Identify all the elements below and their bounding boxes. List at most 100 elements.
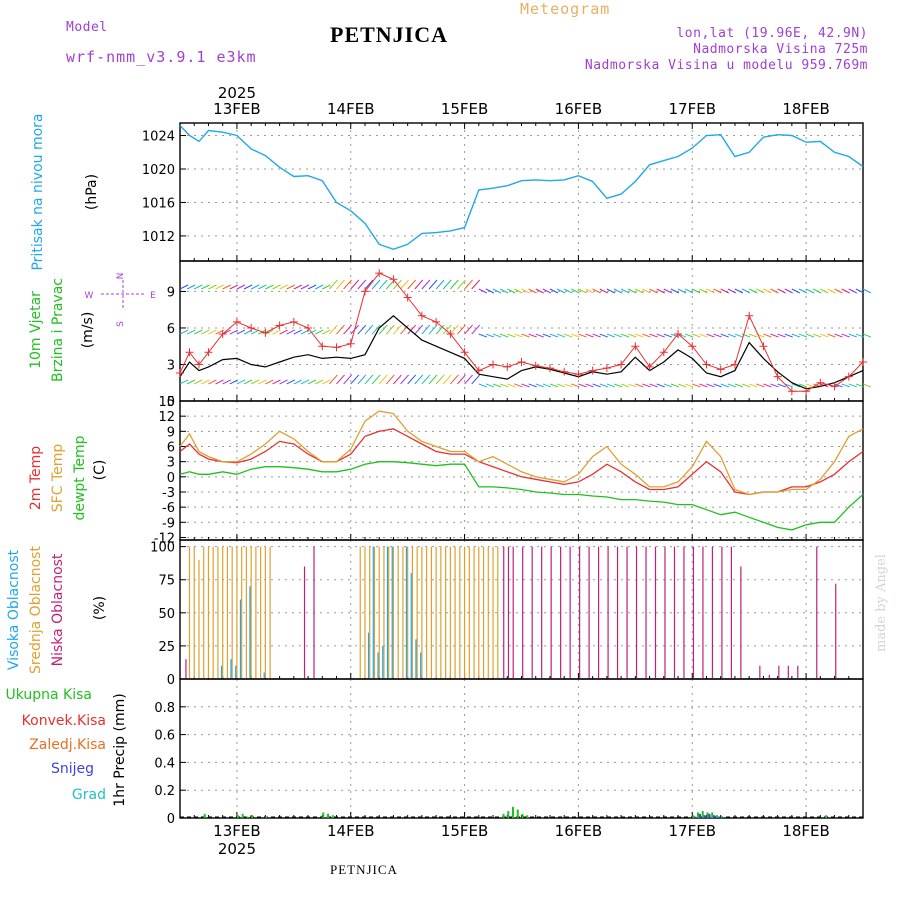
wind-arrow [677,383,687,388]
panel-frame-precip [179,678,864,819]
wind-arrow [208,379,217,385]
wind-arrow [250,284,260,290]
wind-arrow [670,288,680,294]
wind-arrow [556,383,566,388]
wind-arrow [329,279,338,290]
precip-bar [825,815,828,818]
wind-arrow [336,374,345,385]
wind-arrow [606,333,616,338]
wind-arrow [571,383,580,388]
wind-arrow [606,383,616,388]
wind-arrow [734,383,744,388]
wind-arrow [784,333,793,338]
wind-arrow [734,333,744,338]
wind-arrow [692,383,701,388]
wind-arrow [407,374,417,385]
wind-arrow [393,324,402,335]
wind-arrow [378,324,388,335]
wind-arrow [407,324,417,335]
wind-arrow [179,284,189,290]
wind-arrow [378,374,388,385]
wind-arrow [741,383,751,388]
wind-arrow [656,383,665,388]
wind-arrow [862,288,872,294]
wind-gust-marker [545,364,554,373]
wind-title-2: Brzina i Pravac [50,278,66,382]
wind-arrow [635,333,644,338]
wind-arrow [229,379,239,385]
ytick-label-precip: 0.2 [154,784,175,799]
wind-arrow [862,333,872,338]
wind-gust-marker [375,269,384,278]
precip-bar [327,813,330,818]
wind-arrow [350,374,360,385]
wind-arrow [656,288,665,294]
temp-title-dew: dewpt Temp [72,435,88,520]
meteogram-title: Meteogram [520,0,611,18]
wind-gust-marker [460,348,469,357]
wind-speed-line [179,315,864,390]
xtick-label-bottom: 15FEB [441,822,488,840]
pressure-title: Pritisak na nivou mora [30,113,46,270]
wind-arrow [791,383,801,388]
model-elevation-label: Nadmorska Visina u modelu 959.769m [584,58,868,73]
wind-arrow [201,379,210,385]
wind-arrow [791,288,801,294]
wind-arrow [343,279,353,290]
wind-arrow [357,374,367,385]
wind-arrow [499,383,509,388]
precip-bar [516,809,519,818]
wind-arrow [314,284,324,290]
wind-arrow [635,383,644,388]
ytick-label-clouds: 0 [167,673,175,688]
pressure-unit: (hPa) [84,174,100,210]
wind-arrow [435,374,445,385]
wind-arrow [186,379,196,385]
wind-gust-marker [261,328,270,337]
wind-arrow [208,284,217,290]
wind-gust-marker [417,311,426,320]
wind-arrow [741,288,751,294]
compass-south: S [116,321,126,327]
wind-arrow [720,288,729,294]
wind-gust-marker [560,367,569,376]
wind-arrow [805,333,815,338]
wind-arrow [706,288,715,294]
wind-arrow [400,279,409,290]
wind-arrow [627,288,637,294]
wind-arrow [229,329,239,335]
wind-arrow [563,288,573,294]
wind-arrow [620,383,630,388]
wind-gust-marker [275,321,284,330]
wind-arrow [827,288,836,294]
wind-gust-marker [176,369,184,377]
wind-gust-marker [716,365,725,374]
wind-arrow [848,288,857,294]
wind-arrow [485,383,495,388]
wind-gust-marker [617,360,626,369]
precip-bar [703,815,706,818]
wind-arrow [322,329,331,335]
wind-arrow [243,284,253,290]
precip-bar [715,815,718,818]
wind-arrow [421,374,431,385]
wind-arrow [642,383,651,388]
ytick-label-temperature: 9 [167,425,175,440]
precip-bar [322,812,325,818]
wind-gust-marker [730,360,739,369]
wind-arrow [585,288,594,294]
wind-arrow [663,333,672,338]
wind-arrow [393,374,402,385]
wind-arrow [279,379,288,385]
wind-arrow [414,324,424,335]
wind-arrow [201,329,210,335]
wind-arrow [649,333,658,338]
wind-arrow [798,383,808,388]
wind-gust-marker [304,323,313,332]
model-label: Model [66,20,108,35]
wind-gust-marker [503,362,512,371]
ytick-label-precip: 0.8 [154,701,175,716]
wind-gust-line [179,272,864,392]
wind-arrow [599,288,608,294]
wind-gust-marker [446,330,455,339]
